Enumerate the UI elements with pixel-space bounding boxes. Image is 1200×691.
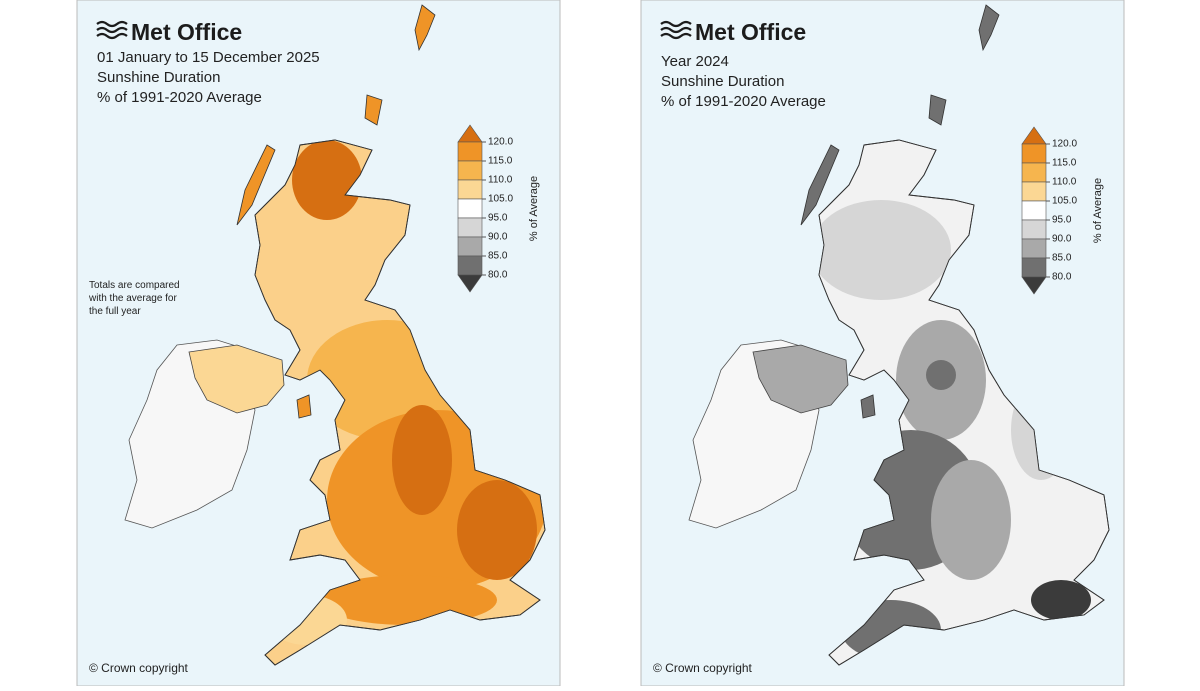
legend-band	[1021, 143, 1047, 164]
title-line: 01 January to 15 December 2025	[97, 49, 320, 66]
map-panel: Met Office 01 January to 15 December 2025…	[76, 0, 561, 687]
title-line: % of 1991-2020 Average	[97, 89, 262, 106]
legend-tick-label: 120.0	[1052, 139, 1077, 150]
legend-tick-label: 95.0	[488, 213, 508, 224]
legend-tick-label: 120.0	[488, 137, 513, 148]
legend-arrow	[1021, 276, 1047, 295]
legend-tick-label: 105.0	[1052, 196, 1077, 207]
legend-band	[457, 255, 483, 276]
legend-tick-label: 115.0	[1052, 158, 1077, 169]
logo-wave	[96, 20, 128, 28]
legend-axis-label: % of Average	[1092, 178, 1104, 243]
logo-wave	[660, 32, 692, 40]
logo-wave	[660, 20, 692, 28]
legend-band	[1021, 162, 1047, 183]
title-line: % of 1991-2020 Average	[661, 93, 826, 110]
brand: Met Office	[695, 19, 806, 45]
note: Totals are compared	[89, 280, 180, 291]
legend-band	[457, 160, 483, 181]
title-line: Sunshine Duration	[661, 73, 784, 90]
legend-band	[1021, 238, 1047, 259]
legend-axis-label: % of Average	[528, 176, 540, 241]
legend-tick-label: 90.0	[1052, 234, 1072, 245]
legend-band	[457, 179, 483, 200]
copyright: © Crown copyright	[653, 661, 753, 675]
legend-tick-label: 95.0	[1052, 215, 1072, 226]
legend-band	[457, 198, 483, 219]
note: with the average for	[88, 293, 177, 304]
legend-tick-label: 80.0	[1052, 272, 1072, 283]
legend-band	[457, 141, 483, 162]
legend-tick-label: 85.0	[488, 251, 508, 262]
map-panel: Met Office Year 2024 Sunshine Duration % of…	[640, 0, 1125, 687]
legend-band	[457, 236, 483, 257]
legend-tick-label: 90.0	[488, 232, 508, 243]
legend-arrow	[457, 274, 483, 293]
legend-band	[1021, 257, 1047, 278]
logo-wave	[96, 32, 128, 40]
legend-tick-label: 80.0	[488, 270, 508, 281]
copyright: © Crown copyright	[89, 661, 189, 675]
legend-tick-label: 115.0	[488, 156, 513, 167]
title-line: Sunshine Duration	[97, 69, 220, 86]
legend-tick-label: 110.0	[1052, 177, 1077, 188]
legend-band	[1021, 200, 1047, 221]
legend-tick-label: 110.0	[488, 175, 513, 186]
legend-tick-label: 105.0	[488, 194, 513, 205]
legend-band	[1021, 219, 1047, 240]
logo-wave	[660, 26, 692, 34]
brand: Met Office	[131, 19, 242, 45]
note: the full year	[89, 306, 141, 317]
logo-wave	[96, 26, 128, 34]
legend-band	[457, 217, 483, 238]
legend-tick-label: 85.0	[1052, 253, 1072, 264]
title-line: Year 2024	[661, 53, 729, 70]
legend-band	[1021, 181, 1047, 202]
